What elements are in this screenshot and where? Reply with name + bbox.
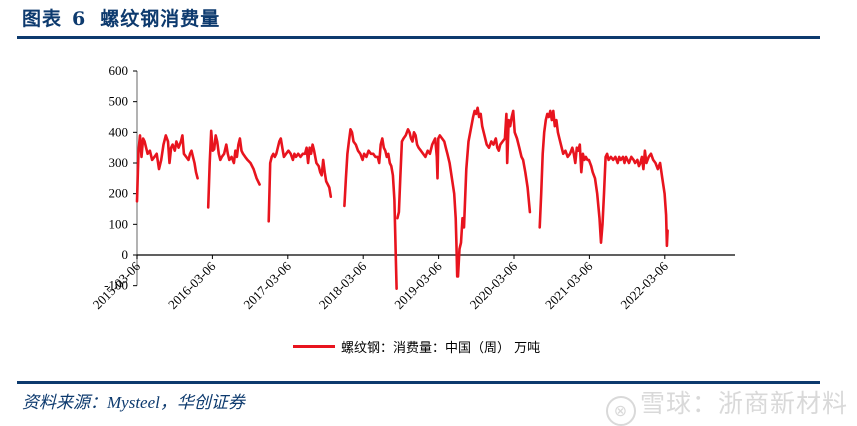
figure-label: 图表 bbox=[22, 8, 63, 30]
snowball-logo-icon: ⊗ bbox=[606, 396, 636, 426]
x-axis: 2015-03-06 2016-03-06 2017-03-06 2018-03-06… bbox=[90, 254, 735, 312]
figure-title: 图表 6 螺纹钢消费量 bbox=[22, 4, 220, 31]
x-tick-label: 2016-03-06 bbox=[165, 258, 219, 312]
series-line bbox=[343, 128, 398, 291]
y-tick-label: 600 bbox=[109, 63, 129, 78]
figure-number: 6 bbox=[72, 8, 87, 30]
x-tick-label: 2015-03-06 bbox=[90, 258, 144, 312]
y-tick-label: 500 bbox=[109, 94, 129, 109]
data-series bbox=[135, 106, 669, 291]
series-line bbox=[456, 106, 532, 278]
series-line bbox=[396, 128, 459, 278]
y-tick-label: 400 bbox=[109, 124, 129, 139]
x-tick-label: 2021-03-06 bbox=[542, 258, 596, 312]
x-tick-label: 2020-03-06 bbox=[467, 258, 521, 312]
footer-divider bbox=[17, 381, 820, 384]
y-tick-label: 0 bbox=[122, 247, 129, 262]
legend-swatch bbox=[293, 345, 335, 348]
y-axis: 600 500 400 300 200 100 0 -100 bbox=[104, 63, 138, 293]
y-tick-label: 200 bbox=[109, 186, 129, 201]
y-tick-label: -100 bbox=[104, 278, 128, 293]
series-line bbox=[135, 134, 199, 203]
series-line bbox=[538, 109, 669, 248]
x-tick-label: 2018-03-06 bbox=[316, 258, 370, 312]
x-tick-label: 2022-03-06 bbox=[617, 258, 671, 312]
x-tick-label: 2017-03-06 bbox=[240, 258, 294, 312]
series-line bbox=[206, 129, 261, 209]
y-tick-label: 100 bbox=[109, 216, 129, 231]
watermark: ⊗ 雪球：浙商新材料 bbox=[606, 384, 848, 426]
source-note: 资料来源：Mysteel，华创证券 bbox=[22, 393, 245, 412]
y-tick-label: 300 bbox=[109, 155, 129, 170]
header-divider bbox=[17, 36, 820, 39]
watermark-text: 雪球：浙商新材料 bbox=[640, 389, 849, 418]
x-tick-label: 2019-03-06 bbox=[391, 258, 445, 312]
chart-title: 螺纹钢消费量 bbox=[100, 8, 221, 30]
legend: 螺纹钢：消费量：中国（周） 万吨 bbox=[293, 337, 540, 356]
series-line bbox=[267, 137, 333, 223]
legend-label: 螺纹钢：消费量：中国（周） 万吨 bbox=[341, 341, 541, 356]
